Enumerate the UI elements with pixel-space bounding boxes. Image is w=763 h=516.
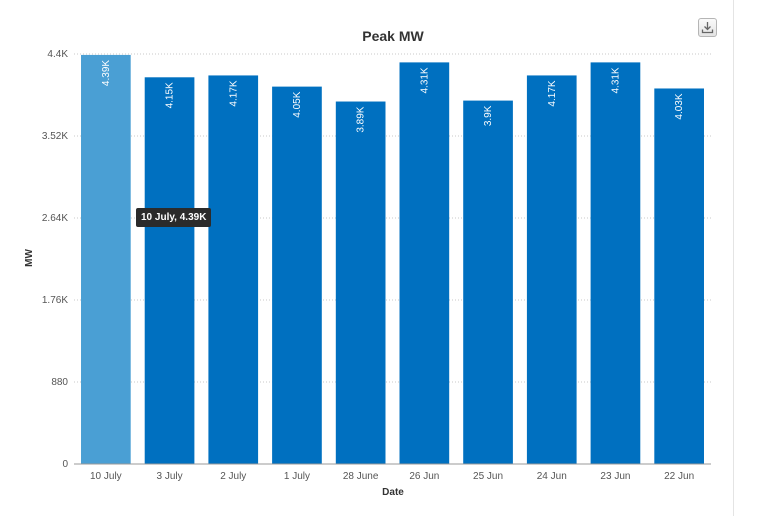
bar[interactable] bbox=[590, 62, 641, 465]
data-labels: 4.39K 4.15K 4.17K 4.05K 3.89K 4.31K 3.9K 4.17K 4… bbox=[101, 60, 685, 133]
x-axis-title: Date bbox=[382, 487, 404, 498]
y-tick-label: 3.52K bbox=[42, 131, 68, 142]
bar[interactable] bbox=[463, 100, 513, 464]
y-tick-label: 1.76K bbox=[42, 295, 68, 306]
x-tick-label: 10 July bbox=[90, 471, 122, 482]
y-tick-label: 4.4K bbox=[47, 49, 68, 60]
x-tick-label: 28 June bbox=[343, 471, 379, 482]
data-label: 3.89K bbox=[356, 106, 367, 132]
data-label: 4.31K bbox=[610, 67, 621, 93]
bar[interactable] bbox=[526, 75, 577, 464]
data-label: 4.05K bbox=[292, 91, 303, 117]
chart-frame-divider bbox=[733, 0, 734, 516]
y-tick-label: 2.64K bbox=[42, 213, 68, 224]
bar[interactable] bbox=[208, 75, 259, 464]
data-label: 4.31K bbox=[419, 67, 430, 93]
data-label: 4.39K bbox=[101, 60, 112, 86]
bar[interactable] bbox=[272, 86, 322, 464]
data-label: 4.17K bbox=[547, 80, 558, 106]
data-label: 4.17K bbox=[228, 80, 239, 106]
data-label: 3.9K bbox=[483, 105, 494, 126]
y-tick-label: 880 bbox=[51, 377, 68, 388]
chart-title: Peak MW bbox=[362, 28, 424, 44]
x-tick-label: 26 Jun bbox=[409, 471, 439, 482]
x-tick-label: 1 July bbox=[284, 471, 310, 482]
bar[interactable] bbox=[399, 62, 450, 465]
gridlines bbox=[74, 53, 711, 383]
data-label: 4.03K bbox=[674, 93, 685, 119]
bar[interactable] bbox=[144, 77, 195, 464]
y-axis-title: MW bbox=[24, 249, 35, 267]
x-tick-label: 25 Jun bbox=[473, 471, 503, 482]
export-button[interactable] bbox=[698, 18, 717, 37]
x-axis-ticks: 10 July 3 July 2 July 1 July 28 June 26 Jun 25… bbox=[90, 471, 694, 482]
bar[interactable] bbox=[654, 88, 704, 465]
x-tick-label: 24 Jun bbox=[537, 471, 567, 482]
y-tick-label: 0 bbox=[62, 459, 68, 470]
x-tick-label: 3 July bbox=[156, 471, 182, 482]
tooltip: 10 July, 4.39K bbox=[136, 208, 212, 227]
bar[interactable] bbox=[335, 101, 386, 464]
bar[interactable] bbox=[81, 54, 131, 464]
x-tick-label: 2 July bbox=[220, 471, 246, 482]
y-axis-ticks: 0 880 1.76K 2.64K 3.52K 4.4K bbox=[42, 49, 69, 470]
x-tick-label: 22 Jun bbox=[664, 471, 694, 482]
data-label: 4.15K bbox=[165, 82, 176, 108]
x-tick-label: 23 Jun bbox=[600, 471, 630, 482]
download-icon bbox=[701, 22, 714, 34]
bars bbox=[81, 54, 704, 465]
